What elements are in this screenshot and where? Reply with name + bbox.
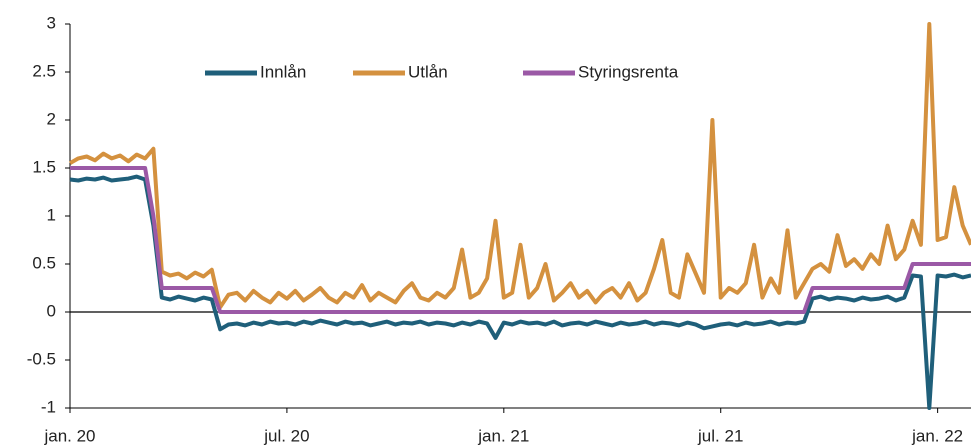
y-tick-label: 2.5 <box>32 61 56 80</box>
x-tick-label: jan. 20 <box>43 426 95 445</box>
legend-label: Utlån <box>408 62 448 81</box>
x-tick-label: jul. 21 <box>697 426 743 445</box>
legend-label: Innlån <box>260 62 306 81</box>
y-tick-label: -0.5 <box>27 349 56 368</box>
series-line <box>70 166 971 314</box>
y-tick-label: 0 <box>47 301 56 320</box>
y-tick-label: 1.5 <box>32 157 56 176</box>
y-tick-label: 1 <box>47 205 56 224</box>
y-tick-label: -1 <box>41 397 56 416</box>
series-line <box>69 174 971 410</box>
y-tick-label: 0.5 <box>32 253 56 272</box>
x-tick-label: jan. 21 <box>477 426 529 445</box>
x-tick-label: jan. 22 <box>911 426 963 445</box>
x-tick-label: jul. 20 <box>263 426 309 445</box>
legend-label: Styringsrenta <box>578 62 679 81</box>
y-tick-label: 3 <box>47 13 56 32</box>
y-tick-label: 2 <box>47 109 56 128</box>
series-line <box>68 22 971 310</box>
